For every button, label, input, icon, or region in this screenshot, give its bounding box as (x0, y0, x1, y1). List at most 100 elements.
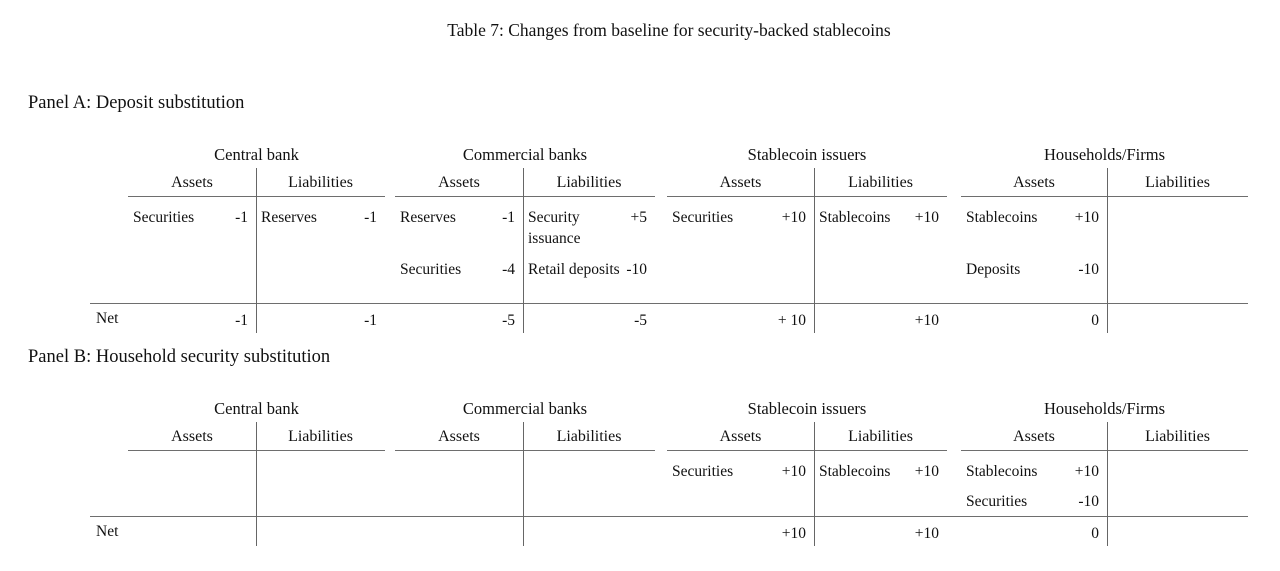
assets-liabilities-divider (1107, 168, 1108, 333)
entry-name: Deposits (966, 261, 1021, 278)
group-commercial-banks: Securities -4 Retail deposits -10 (395, 259, 655, 280)
liabilities-entry (1107, 461, 1248, 491)
net-value: -1 (235, 312, 248, 329)
liabilities-header: Liabilities (556, 174, 622, 191)
net-value: +10 (781, 525, 806, 542)
spacer (90, 461, 128, 491)
panel-b-heading: Panel B: Household security substitution (28, 347, 331, 367)
entry-value: +10 (1074, 209, 1099, 226)
liabilities-entry (1107, 259, 1248, 280)
group-households-firms: 0 (961, 310, 1248, 333)
net-value: -5 (634, 312, 647, 329)
liabilities-entry (256, 491, 385, 512)
entry-value: +5 (630, 209, 648, 226)
table-body: Securities +10 Stablecoins +10 Stablecoi… (90, 451, 1248, 516)
liabilities-header: Liabilities (848, 428, 913, 445)
group-households-firms: Securities -10 (961, 491, 1248, 512)
spacer (90, 168, 128, 197)
entry-name: Stablecoins (966, 209, 1038, 226)
entry-value: -1 (502, 209, 515, 226)
assets-header: Assets (171, 174, 213, 191)
group-stablecoin-issuers: +10 +10 (667, 523, 947, 546)
net-assets: 0 (961, 523, 1107, 546)
assets-liabilities-divider (256, 168, 257, 333)
entry-name: Stablecoins (966, 463, 1038, 480)
group-title-row: Central bank Commercial banks Stablecoin… (90, 398, 1248, 422)
liabilities-entry (256, 259, 385, 280)
net-assets: -1 (128, 310, 256, 333)
entry-name: Reserves (261, 209, 317, 226)
assets-entry: Securities +10 (667, 461, 814, 491)
net-liabilities (256, 523, 385, 546)
assets-entry (395, 491, 523, 512)
assets-entry: Securities -4 (395, 259, 523, 280)
group-central-bank: Securities -1 Reserves -1 (128, 207, 385, 259)
entry-value: -10 (1078, 261, 1099, 278)
net-assets (395, 523, 523, 546)
net-liabilities: +10 (814, 310, 947, 333)
group-title-central-bank: Central bank (214, 399, 299, 418)
assets-liabilities-divider (814, 422, 815, 546)
group-title-households-firms: Households/Firms (1043, 399, 1165, 418)
spacer (90, 491, 128, 512)
assets-liabilities-divider (1107, 422, 1108, 546)
liabilities-entry: Retail deposits -10 (523, 259, 655, 280)
table-row: Securities +10 Stablecoins +10 Stablecoi… (90, 461, 1248, 491)
assets-header: Assets (1013, 428, 1055, 445)
liabilities-entry (814, 491, 947, 512)
entry-name: Securities (672, 463, 734, 480)
assets-entry: Deposits -10 (961, 259, 1107, 280)
assets-liabilities-divider (814, 168, 815, 333)
liabilities-entry (523, 491, 655, 512)
entry-value: -10 (1078, 493, 1099, 510)
assets-entry (128, 491, 256, 512)
net-label: Net (96, 523, 119, 540)
group-stablecoin-issuers: + 10 +10 (667, 310, 947, 333)
table-row: Securities -1 Reserves -1 Reserves -1 Se… (90, 207, 1248, 259)
entry-name: Securities (133, 209, 195, 226)
liabilities-entry (1107, 207, 1248, 259)
assets-liabilities-divider (256, 422, 257, 546)
spacer (90, 398, 128, 422)
net-value: 0 (1091, 525, 1099, 542)
assets-liabilities-divider (523, 168, 524, 333)
entry-value: -4 (502, 261, 515, 278)
assets-entry (128, 461, 256, 491)
column-header-row: Assets Liabilities Assets Liabilities As… (90, 422, 1248, 451)
assets-entry: Securities +10 (667, 207, 814, 259)
group-households-firms: Stablecoins +10 (961, 461, 1248, 491)
net-liabilities (523, 523, 655, 546)
group-title-central-bank: Central bank (214, 145, 299, 164)
net-liabilities (1107, 523, 1248, 546)
entry-value: +10 (781, 463, 806, 480)
entry-name: Securities (400, 261, 462, 278)
spacer (90, 422, 128, 451)
assets-entry: Reserves -1 (395, 207, 523, 259)
assets-header: Assets (719, 174, 762, 191)
entry-value: -1 (235, 209, 248, 226)
assets-header: Assets (438, 174, 480, 191)
assets-entry (667, 491, 814, 512)
panel-a-table: Central bank Commercial banks Stablecoin… (90, 144, 1248, 333)
net-liabilities: +10 (814, 523, 947, 546)
group-central-bank: -1 -1 (128, 310, 385, 333)
entry-value: +10 (781, 209, 806, 226)
column-header-row: Assets Liabilities Assets Liabilities As… (90, 168, 1248, 197)
net-row: Net -1 -1 -5 -5 + 10 +10 0 (90, 303, 1248, 333)
assets-entry: Stablecoins +10 (961, 207, 1107, 259)
assets-entry: Securities -1 (128, 207, 256, 259)
entry-name: Security issuance (528, 209, 581, 247)
group-households-firms: Assets Liabilities (961, 168, 1248, 197)
group-households-firms: 0 (961, 523, 1248, 546)
net-value: -5 (502, 312, 515, 329)
spacer (90, 259, 128, 280)
liabilities-entry: Security issuance +5 (523, 207, 655, 259)
group-commercial-banks (395, 523, 655, 546)
net-assets: 0 (961, 310, 1107, 333)
group-households-firms: Deposits -10 (961, 259, 1248, 280)
assets-header: Assets (1013, 174, 1055, 191)
net-assets: + 10 (667, 310, 814, 333)
group-households-firms: Stablecoins +10 (961, 207, 1248, 259)
group-commercial-banks: Assets Liabilities (395, 168, 655, 197)
assets-entry: Stablecoins +10 (961, 461, 1107, 491)
